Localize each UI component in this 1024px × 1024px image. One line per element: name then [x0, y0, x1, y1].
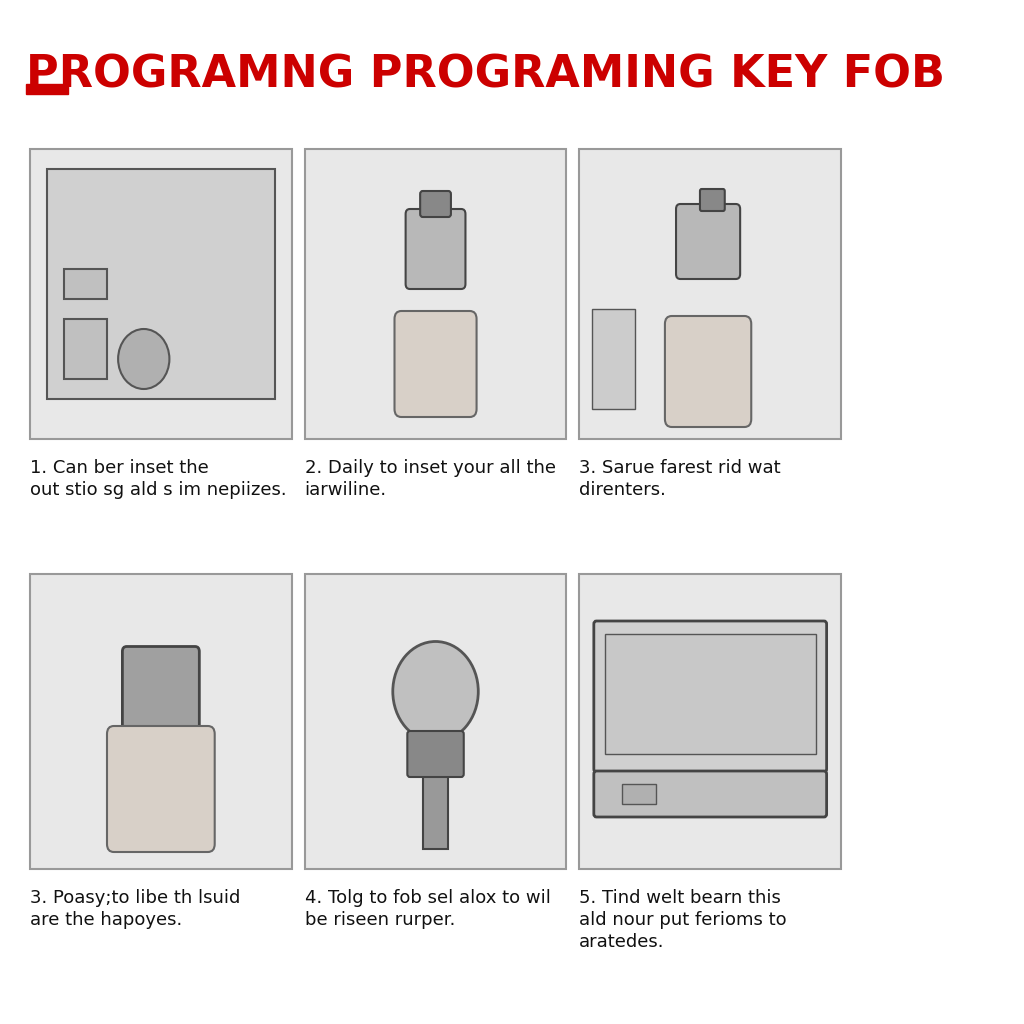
Bar — [592, 309, 635, 409]
Text: 2. Daily to inset your all the: 2. Daily to inset your all the — [304, 459, 556, 477]
FancyBboxPatch shape — [676, 204, 740, 279]
Circle shape — [393, 641, 478, 741]
FancyBboxPatch shape — [580, 150, 841, 439]
FancyBboxPatch shape — [408, 731, 464, 777]
FancyBboxPatch shape — [123, 646, 200, 736]
FancyBboxPatch shape — [594, 771, 826, 817]
Text: 3. Sarue farest rid wat: 3. Sarue farest rid wat — [580, 459, 781, 477]
Text: aratedes.: aratedes. — [580, 933, 665, 951]
Text: 3. Poasy;to libe th lsuid: 3. Poasy;to libe th lsuid — [30, 889, 241, 907]
FancyBboxPatch shape — [406, 209, 466, 289]
FancyBboxPatch shape — [665, 316, 752, 427]
Text: are the hapoyes.: are the hapoyes. — [30, 911, 182, 929]
Bar — [47, 169, 274, 399]
FancyBboxPatch shape — [420, 191, 451, 217]
FancyBboxPatch shape — [106, 726, 215, 852]
Text: be riseen rurper.: be riseen rurper. — [304, 911, 455, 929]
Circle shape — [118, 329, 169, 389]
FancyBboxPatch shape — [580, 574, 841, 869]
Text: 4. Tolg to fob sel alox to wil: 4. Tolg to fob sel alox to wil — [304, 889, 551, 907]
Bar — [26, 84, 69, 94]
Text: direnters.: direnters. — [580, 481, 667, 499]
FancyBboxPatch shape — [304, 150, 566, 439]
Bar — [605, 634, 815, 754]
Text: iarwiline.: iarwiline. — [304, 481, 387, 499]
Text: 1. Can ber inset the: 1. Can ber inset the — [30, 459, 209, 477]
Bar — [65, 319, 106, 379]
FancyBboxPatch shape — [304, 574, 566, 869]
Bar — [622, 784, 656, 804]
FancyBboxPatch shape — [700, 189, 725, 211]
FancyBboxPatch shape — [30, 150, 292, 439]
Text: PROGRAMNG PROGRAMING KEY FOB: PROGRAMNG PROGRAMING KEY FOB — [26, 54, 945, 97]
Text: ald nour put ferioms to: ald nour put ferioms to — [580, 911, 786, 929]
FancyBboxPatch shape — [394, 311, 476, 417]
Bar — [65, 269, 106, 299]
Text: out stio sg ald s im nepiizes.: out stio sg ald s im nepiizes. — [30, 481, 287, 499]
Text: 5. Tind welt bearn this: 5. Tind welt bearn this — [580, 889, 781, 907]
FancyBboxPatch shape — [30, 574, 292, 869]
FancyBboxPatch shape — [594, 621, 826, 772]
Bar — [423, 769, 449, 849]
